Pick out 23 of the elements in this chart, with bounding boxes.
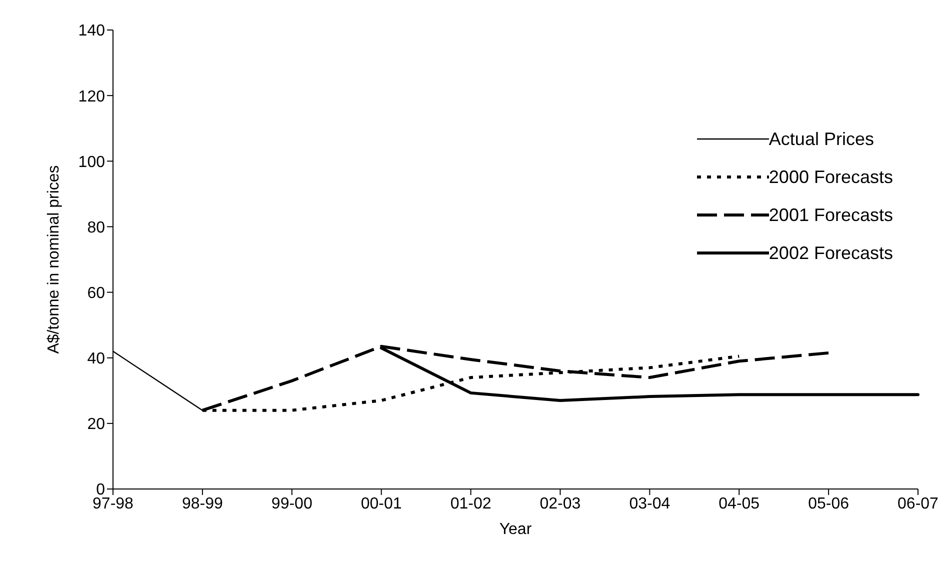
x-tick-label: 00-01 — [360, 495, 402, 512]
x-tick-label: 02-03 — [540, 495, 581, 512]
x-tick-label: 01-02 — [450, 495, 492, 512]
legend-label: 2001 Forecasts — [768, 204, 893, 226]
x-tick-label: 99-00 — [271, 495, 312, 512]
y-tick-label: 120 — [78, 88, 106, 106]
x-tick-label: 03-04 — [629, 495, 670, 512]
y-tick-label: 80 — [87, 219, 106, 236]
legend-label: 2000 Forecasts — [768, 166, 893, 188]
y-tick-label: 20 — [87, 416, 106, 434]
x-axis-title: Year — [499, 521, 532, 538]
y-axis-title: A$/tonne in nominal prices — [46, 165, 63, 354]
x-tick-label: 06-07 — [898, 495, 939, 512]
y-tick-label: 100 — [78, 154, 106, 171]
x-tick-label: 97-98 — [92, 495, 134, 512]
x-tick-label: 04-05 — [718, 495, 760, 512]
y-tick-label: 40 — [87, 350, 106, 368]
y-tick-label: 140 — [78, 22, 106, 40]
legend-label: 2002 Forecasts — [768, 242, 893, 264]
legend-label: Actual Prices — [768, 128, 874, 150]
x-tick-label: 05-06 — [808, 495, 850, 512]
y-tick-label: 60 — [87, 284, 106, 302]
x-tick-label: 98-99 — [182, 495, 224, 512]
